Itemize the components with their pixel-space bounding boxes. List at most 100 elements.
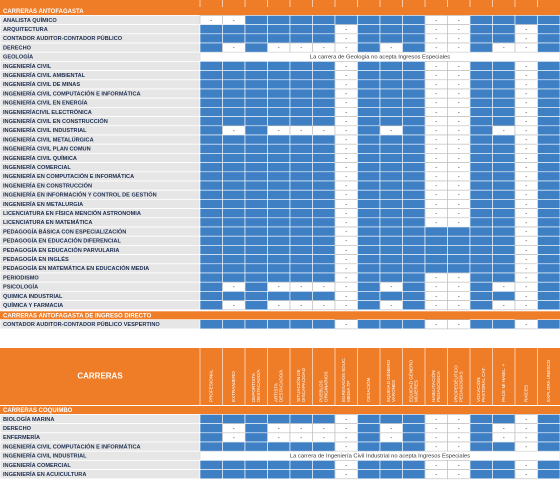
- accepted-cell: [267, 143, 291, 154]
- dash: -: [345, 275, 347, 281]
- accepted-cell: [244, 116, 268, 127]
- dash: -: [345, 257, 347, 263]
- accepted-cell: [357, 319, 381, 330]
- row-label: ENFERMERÍA: [3, 433, 40, 441]
- corner-label: CARRERAS: [77, 372, 123, 381]
- accepted-cell: [469, 171, 493, 182]
- accepted-cell: [222, 226, 246, 237]
- dash: -: [525, 137, 527, 143]
- accepted-cell: [222, 441, 246, 452]
- dash: -: [345, 147, 347, 153]
- row-label: INGENIERÍA EN CONSTRUCCIÓN: [3, 181, 92, 189]
- dash: -: [458, 110, 460, 116]
- accepted-cell: [199, 134, 223, 145]
- dash: -: [525, 45, 527, 51]
- dash: -: [435, 91, 437, 97]
- accepted-cell: [289, 254, 313, 265]
- accepted-cell: [469, 61, 493, 71]
- dash: -: [525, 110, 527, 116]
- accepted-cell: [199, 143, 223, 154]
- accepted-cell: [267, 217, 291, 228]
- accepted-cell: [289, 469, 313, 480]
- row-label: LICENCIATURA EN MATEMÁTICA: [3, 219, 92, 226]
- accepted-cell: [379, 441, 403, 452]
- accepted-cell: [492, 272, 516, 283]
- accepted-cell: [469, 189, 493, 200]
- dash: -: [458, 174, 460, 180]
- accepted-cell: [447, 226, 471, 237]
- dash: -: [503, 426, 505, 432]
- accepted-cell: [267, 235, 291, 246]
- accepted-cell: [537, 24, 560, 35]
- dash: -: [458, 183, 460, 189]
- accepted-cell: [199, 162, 223, 173]
- row-label: INGENIERÍA CIVIL EN CONSTRUCCIÓN: [3, 117, 108, 125]
- accepted-cell: [492, 143, 516, 154]
- accepted-cell: [402, 116, 426, 127]
- accepted-cell: [267, 61, 291, 71]
- accepted-cell: [267, 245, 291, 255]
- accepted-cell: [222, 70, 246, 81]
- dash: -: [435, 285, 437, 291]
- accepted-cell: [289, 291, 313, 301]
- accepted-cell: [402, 319, 426, 330]
- accepted-cell: [469, 300, 493, 311]
- accepted-cell: [492, 441, 516, 452]
- accepted-cell: [402, 79, 426, 90]
- accepted-cell: [379, 107, 403, 117]
- column-label: MEDIA TP: [346, 381, 351, 402]
- accepted-cell: [199, 116, 223, 127]
- accepted-cell: [469, 254, 493, 265]
- accepted-cell: [537, 171, 560, 182]
- accepted-cell: [244, 79, 268, 90]
- accepted-cell: [402, 226, 426, 237]
- accepted-cell: [402, 97, 426, 108]
- row-label: INGENIERÍA CIVIL INDUSTRIAL: [3, 452, 87, 460]
- accepted-cell: [312, 469, 336, 480]
- accepted-cell: [222, 134, 246, 145]
- dash: -: [525, 257, 527, 263]
- accepted-cell: [312, 226, 336, 237]
- accepted-cell: [492, 88, 516, 99]
- accepted-cell: [537, 116, 560, 127]
- dash: -: [233, 303, 235, 309]
- dash: -: [233, 285, 235, 291]
- dash: -: [345, 202, 347, 208]
- accepted-cell: [222, 263, 246, 274]
- accepted-cell: [199, 319, 223, 330]
- accepted-cell: [357, 24, 381, 35]
- accepted-cell: [244, 291, 268, 301]
- dash: -: [435, 294, 437, 300]
- row-label: ANALISTA QUÍMICO: [3, 16, 57, 24]
- row-label: INGENIERÍA CIVIL DE MINAS: [3, 80, 80, 88]
- row-label: INGENIERÍA EN COMPUTACIÓN E INFORMÁTICA: [3, 172, 134, 180]
- accepted-cell: [199, 245, 223, 255]
- accepted-cell: [312, 319, 336, 330]
- accepted-cell: [222, 116, 246, 127]
- dash: -: [390, 128, 392, 134]
- accepted-cell: [357, 263, 381, 274]
- accepted-cell: [222, 217, 246, 228]
- accepted-cell: [199, 441, 223, 452]
- accepted-cell: [199, 469, 223, 480]
- accepted-cell: [357, 245, 381, 255]
- dash: -: [435, 27, 437, 33]
- accepted-cell: [244, 134, 268, 145]
- accepted-cell: [244, 33, 268, 44]
- dash: -: [278, 128, 280, 134]
- accepted-cell: [357, 189, 381, 200]
- accepted-cell: [492, 319, 516, 330]
- accepted-cell: [312, 97, 336, 108]
- accepted-cell: [379, 143, 403, 154]
- accepted-cell: [267, 254, 291, 265]
- accepted-cell: [199, 281, 223, 292]
- accepted-cell: [357, 199, 381, 209]
- accepted-cell: [379, 180, 403, 191]
- accepted-cell: [379, 24, 403, 35]
- accepted-cell: [222, 272, 246, 283]
- dash: -: [458, 322, 460, 328]
- row-label: PEDAGOGÍA BÁSICA CON ESPECIALIZACIÓN: [3, 227, 126, 235]
- dash: -: [458, 73, 460, 79]
- dash: -: [503, 285, 505, 291]
